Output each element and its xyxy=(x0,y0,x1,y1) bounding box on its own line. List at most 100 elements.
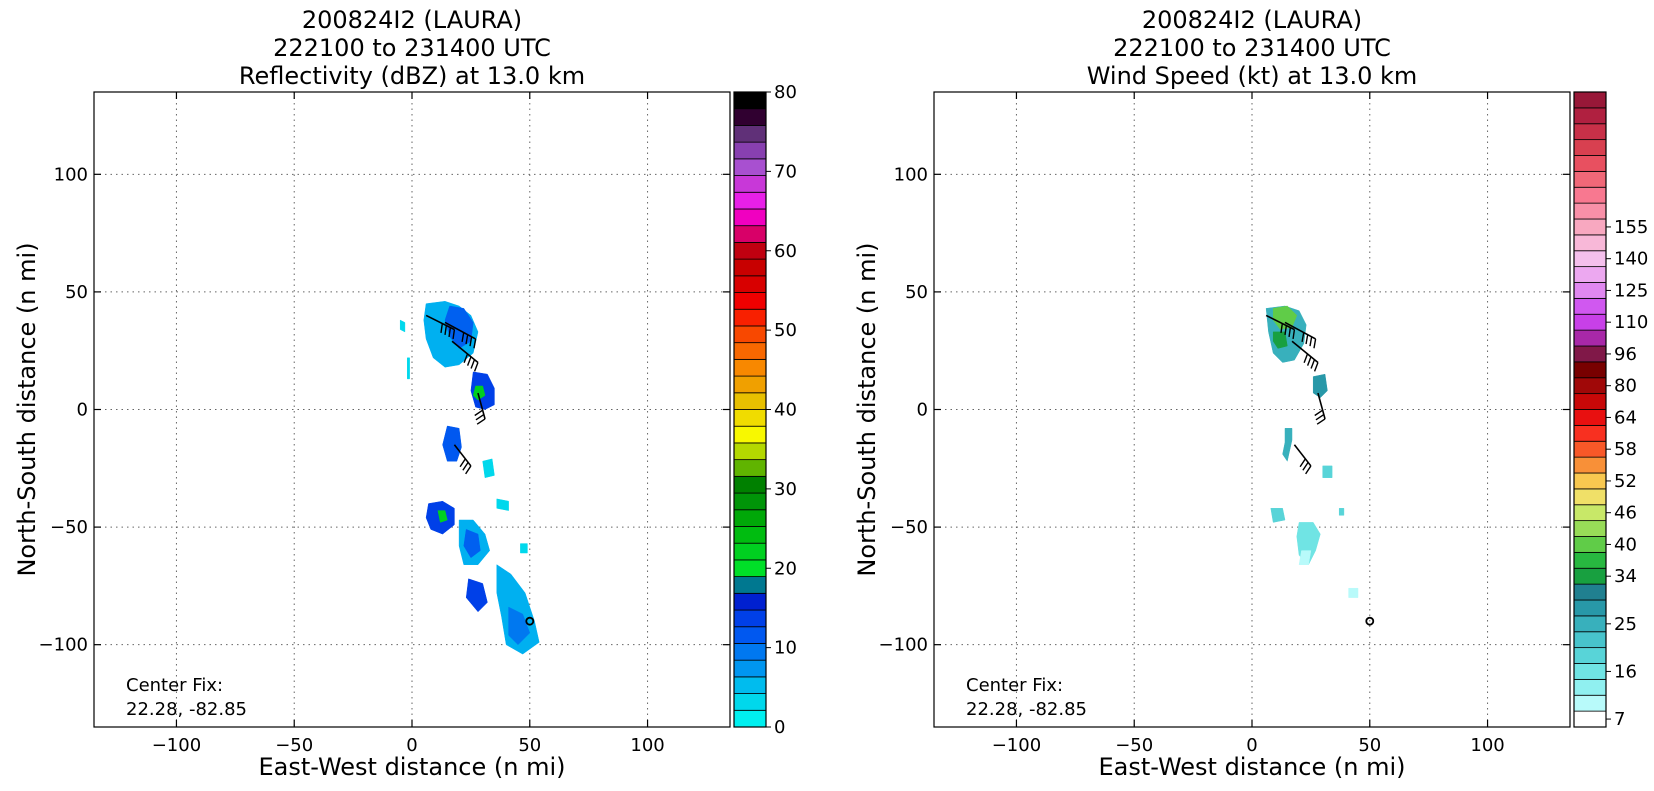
colorbar-swatch xyxy=(733,325,767,344)
reflectivity-panel: 200824I2 (LAURA)222100 to 231400 UTCRefl… xyxy=(13,6,797,781)
colorbar-swatch xyxy=(733,392,767,410)
wind-speed-panel: 200824I2 (LAURA)222100 to 231400 UTCWind… xyxy=(853,6,1648,781)
colorbar-label: 40 xyxy=(774,400,797,421)
y-tick-label: −50 xyxy=(50,517,88,538)
wind-barb xyxy=(444,321,477,349)
colorbar-swatch xyxy=(733,208,767,227)
colorbar-label: 40 xyxy=(1614,534,1637,555)
colorbar-swatch xyxy=(1573,91,1607,109)
echo-region-band-south-b-core xyxy=(508,606,531,646)
x-tick-label: 100 xyxy=(1470,735,1504,756)
center-fix-marker xyxy=(1365,616,1375,626)
x-tick-label: 50 xyxy=(1358,735,1381,756)
center-fix-annotation-line-1: Center Fix: xyxy=(126,675,223,696)
colorbar-swatch xyxy=(1573,329,1607,347)
y-tick-label: 100 xyxy=(54,164,88,185)
x-tick-label: 100 xyxy=(630,735,664,756)
colorbar-label: 52 xyxy=(1614,471,1637,492)
colorbar-swatch xyxy=(733,158,767,176)
colorbar-swatch xyxy=(1573,155,1607,172)
colorbar-swatch xyxy=(733,709,767,728)
colorbar-swatch xyxy=(1573,694,1607,712)
colorbar-swatch xyxy=(1573,297,1607,315)
colorbar: 7 16 25 34 40 46 52 58 64 80 96 110 125 140 155 xyxy=(1573,91,1648,730)
x-tick-label: 0 xyxy=(1246,735,1257,756)
colorbar-swatch xyxy=(733,576,767,594)
colorbar-swatch xyxy=(733,609,767,628)
echo-region-band-south-a-light xyxy=(1298,550,1312,565)
colorbar-swatch xyxy=(1573,536,1607,553)
y-tick-label: 0 xyxy=(77,400,88,421)
colorbar-swatch xyxy=(1573,631,1607,649)
colorbar-swatch xyxy=(733,526,767,544)
x-tick-label: −50 xyxy=(275,735,313,756)
x-axis-label: East-West distance (n mi) xyxy=(1098,753,1405,781)
colorbar-swatch xyxy=(1573,361,1607,379)
colorbar-swatch xyxy=(733,509,767,527)
colorbar-label: 64 xyxy=(1614,407,1637,428)
title-line-1: 200824I2 (LAURA) xyxy=(302,6,522,34)
colorbar-label: 140 xyxy=(1614,249,1648,270)
colorbar-label: 7 xyxy=(1614,709,1625,730)
colorbar-label: 80 xyxy=(1614,376,1637,397)
colorbar-swatch xyxy=(733,141,767,160)
colorbar-swatch xyxy=(1573,678,1607,696)
echo-region-speck-c xyxy=(1348,587,1359,598)
colorbar-swatch xyxy=(733,492,767,511)
colorbar-swatch xyxy=(1573,599,1607,617)
echo-region-cell-west xyxy=(1270,508,1286,523)
colorbar-swatch xyxy=(733,375,767,394)
wind-barb xyxy=(1293,444,1312,475)
wind-barb xyxy=(453,444,472,475)
wind-barb xyxy=(451,340,479,372)
colorbar-swatch xyxy=(733,342,767,360)
echo-region-cell-south xyxy=(442,425,462,462)
echo-region-band-north-light xyxy=(1272,305,1298,330)
colorbar-swatch xyxy=(1573,647,1607,664)
x-tick-label: 0 xyxy=(406,735,417,756)
colorbar-label: 30 xyxy=(774,479,797,500)
colorbar-swatch xyxy=(1573,409,1607,426)
colorbar-swatch xyxy=(1573,583,1607,601)
colorbar-swatch xyxy=(733,275,767,293)
colorbar-swatch xyxy=(1573,139,1607,156)
colorbar-label: 46 xyxy=(1614,503,1637,524)
colorbar-swatch xyxy=(733,258,767,277)
colorbar-label: 70 xyxy=(774,161,797,182)
y-axis-label: North-South distance (n mi) xyxy=(853,242,881,576)
colorbar-label: 16 xyxy=(1614,661,1637,682)
x-tick-label: −100 xyxy=(992,735,1041,756)
colorbar-swatch xyxy=(733,358,767,377)
colorbar-label: 0 xyxy=(774,717,785,738)
colorbar-swatch xyxy=(733,191,767,210)
colorbar-swatch xyxy=(1573,123,1607,141)
colorbar-swatch xyxy=(1573,504,1607,522)
colorbar-swatch xyxy=(1573,313,1607,331)
colorbar-swatch xyxy=(733,542,767,561)
colorbar-swatch xyxy=(733,425,767,444)
colorbar-swatch xyxy=(733,643,767,661)
title-line-3: Reflectivity (dBZ) at 13.0 km xyxy=(239,62,585,90)
colorbar-label: 34 xyxy=(1614,566,1637,587)
colorbar-frame xyxy=(1573,91,1607,728)
y-tick-label: 0 xyxy=(917,400,928,421)
echo-region-cell-west-core xyxy=(437,510,448,523)
colorbar-swatch xyxy=(1573,424,1607,442)
colorbar-swatch xyxy=(1573,710,1607,728)
colorbar-swatch xyxy=(733,409,767,427)
title-line-2: 222100 to 231400 UTC xyxy=(1113,34,1391,62)
colorbar-swatch xyxy=(1573,170,1607,188)
colorbar-swatch xyxy=(1573,218,1607,236)
y-axis-label: North-South distance (n mi) xyxy=(13,242,41,576)
echo-region-cell-center xyxy=(1312,373,1328,399)
wind-barb xyxy=(1314,392,1326,425)
wind-barb xyxy=(425,314,456,340)
colorbar-swatch xyxy=(733,592,767,611)
x-tick-label: −50 xyxy=(1115,735,1153,756)
title-line-2: 222100 to 231400 UTC xyxy=(273,34,551,62)
colorbar-swatch xyxy=(1573,393,1607,410)
colorbar-swatch xyxy=(1573,472,1607,490)
colorbar-swatch xyxy=(733,125,767,143)
colorbar-swatch xyxy=(1573,107,1607,125)
echo-region-speck-c xyxy=(482,458,495,479)
